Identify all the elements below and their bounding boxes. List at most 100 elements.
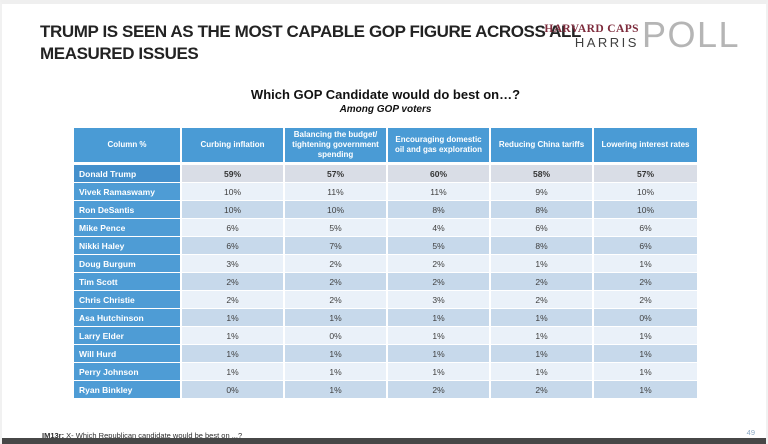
value-cell: 1%: [491, 327, 594, 345]
logo-poll: POLL: [641, 14, 740, 55]
candidate-name-cell: Donald Trump: [74, 165, 182, 183]
value-cell: 8%: [388, 201, 491, 219]
value-cell: 60%: [388, 165, 491, 183]
candidate-name-cell: Doug Burgum: [74, 255, 182, 273]
value-cell: 11%: [285, 183, 388, 201]
column-header-interest-rates: Lowering interest rates: [594, 128, 697, 165]
value-cell: 1%: [182, 309, 285, 327]
candidate-name-cell: Vivek Ramaswamy: [74, 183, 182, 201]
value-cell: 0%: [182, 381, 285, 399]
candidate-name-cell: Tim Scott: [74, 273, 182, 291]
value-cell: 1%: [491, 363, 594, 381]
value-cell: 4%: [388, 219, 491, 237]
value-cell: 2%: [182, 273, 285, 291]
harvard-caps-harris-poll-logo: HARVARD CAPS HARRIS POLL: [544, 14, 740, 55]
value-cell: 1%: [182, 363, 285, 381]
value-cell: 2%: [491, 273, 594, 291]
poll-table-body: Donald Trump 59% 57% 60% 58% 57% Vivek Ramaswa…: [74, 165, 697, 399]
bottom-bar: [2, 438, 766, 444]
question-block: Which GOP Candidate would do best on…? A…: [74, 87, 697, 115]
logo-text: HARVARD CAPS HARRIS: [544, 20, 639, 51]
value-cell: 6%: [491, 219, 594, 237]
value-cell: 1%: [285, 309, 388, 327]
table-row: Ryan Binkley 0% 1% 2% 2% 1%: [74, 381, 697, 399]
value-cell: 6%: [594, 237, 697, 255]
page-number: 49: [746, 428, 755, 437]
footnote-text: X- Which Republican candidate would be b…: [64, 431, 243, 440]
value-cell: 2%: [285, 291, 388, 309]
candidate-name-cell: Asa Hutchinson: [74, 309, 182, 327]
value-cell: 3%: [388, 291, 491, 309]
table-row: Donald Trump 59% 57% 60% 58% 57%: [74, 165, 697, 183]
column-header-oil-gas: Encouraging domestic oil and gas explora…: [388, 128, 491, 165]
column-header-column-pct: Column %: [74, 128, 182, 165]
column-header-budget: Balancing the budget/ tightening governm…: [285, 128, 388, 165]
value-cell: 1%: [388, 327, 491, 345]
value-cell: 1%: [388, 345, 491, 363]
value-cell: 2%: [285, 273, 388, 291]
table-row: Asa Hutchinson 1% 1% 1% 1% 0%: [74, 309, 697, 327]
value-cell: 1%: [491, 309, 594, 327]
value-cell: 1%: [594, 381, 697, 399]
table-row: Chris Christie 2% 2% 3% 2% 2%: [74, 291, 697, 309]
value-cell: 2%: [594, 291, 697, 309]
table-row: Tim Scott 2% 2% 2% 2% 2%: [74, 273, 697, 291]
table-row: Mike Pence 6% 5% 4% 6% 6%: [74, 219, 697, 237]
value-cell: 11%: [388, 183, 491, 201]
table-row: Larry Elder 1% 0% 1% 1% 1%: [74, 327, 697, 345]
value-cell: 57%: [285, 165, 388, 183]
value-cell: 1%: [594, 255, 697, 273]
value-cell: 6%: [594, 219, 697, 237]
poll-table: Column % Curbing inflation Balancing the…: [74, 128, 697, 399]
value-cell: 10%: [182, 201, 285, 219]
table-row: Doug Burgum 3% 2% 2% 1% 1%: [74, 255, 697, 273]
value-cell: 2%: [388, 381, 491, 399]
value-cell: 1%: [491, 345, 594, 363]
value-cell: 5%: [388, 237, 491, 255]
candidate-name-cell: Will Hurd: [74, 345, 182, 363]
value-cell: 10%: [285, 201, 388, 219]
value-cell: 6%: [182, 237, 285, 255]
candidate-name-cell: Chris Christie: [74, 291, 182, 309]
value-cell: 58%: [491, 165, 594, 183]
value-cell: 10%: [182, 183, 285, 201]
footnote-label: IM13r:: [42, 431, 65, 440]
value-cell: 9%: [491, 183, 594, 201]
chart-title: Which GOP Candidate would do best on…?: [250, 87, 521, 102]
table-row: Ron DeSantis 10% 10% 8% 8% 10%: [74, 201, 697, 219]
value-cell: 2%: [491, 381, 594, 399]
column-header-inflation: Curbing inflation: [182, 128, 285, 165]
chart-subtitle: Among GOP voters: [339, 104, 432, 115]
logo-harvard-caps: HARVARD CAPS: [544, 23, 639, 35]
logo-harris: HARRIS: [574, 34, 639, 50]
value-cell: 2%: [594, 273, 697, 291]
value-cell: 2%: [182, 291, 285, 309]
value-cell: 5%: [285, 219, 388, 237]
value-cell: 2%: [388, 273, 491, 291]
table-row: Vivek Ramaswamy 10% 11% 11% 9% 10%: [74, 183, 697, 201]
value-cell: 10%: [594, 201, 697, 219]
candidate-name-cell: Mike Pence: [74, 219, 182, 237]
value-cell: 8%: [491, 237, 594, 255]
value-cell: 1%: [388, 363, 491, 381]
value-cell: 1%: [388, 309, 491, 327]
value-cell: 1%: [594, 327, 697, 345]
value-cell: 6%: [182, 219, 285, 237]
candidate-name-cell: Ryan Binkley: [74, 381, 182, 399]
value-cell: 10%: [594, 183, 697, 201]
value-cell: 1%: [491, 255, 594, 273]
value-cell: 57%: [594, 165, 697, 183]
value-cell: 0%: [594, 309, 697, 327]
candidate-name-cell: Nikki Haley: [74, 237, 182, 255]
value-cell: 1%: [182, 327, 285, 345]
value-cell: 0%: [285, 327, 388, 345]
table-row: Will Hurd 1% 1% 1% 1% 1%: [74, 345, 697, 363]
value-cell: 7%: [285, 237, 388, 255]
table-row: Perry Johnson 1% 1% 1% 1% 1%: [74, 363, 697, 381]
value-cell: 1%: [594, 345, 697, 363]
value-cell: 3%: [182, 255, 285, 273]
candidate-name-cell: Perry Johnson: [74, 363, 182, 381]
table-row: Nikki Haley 6% 7% 5% 8% 6%: [74, 237, 697, 255]
candidate-name-cell: Ron DeSantis: [74, 201, 182, 219]
